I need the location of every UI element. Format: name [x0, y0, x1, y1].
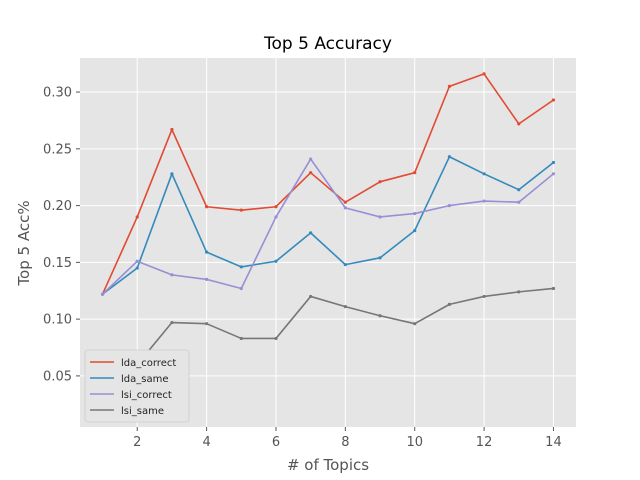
x-tick-label: 12 [476, 435, 493, 450]
data-point-lsi_same [551, 286, 556, 291]
data-point-lsi_same [482, 294, 486, 299]
data-point-lda_same [517, 188, 521, 192]
data-point-lda_same [205, 250, 209, 254]
x-tick-label: 8 [341, 435, 349, 450]
data-point-lsi_same [170, 320, 174, 325]
data-point-lda_same [309, 231, 313, 235]
data-point-lsi_correct [239, 286, 243, 291]
data-point-lsi_correct [413, 211, 417, 216]
legend-label: lsi_same [121, 406, 164, 417]
series-line-lda_same [102, 155, 554, 295]
data-point-lda_correct [170, 127, 174, 132]
data-point-lsi_same [447, 302, 451, 306]
data-point-lda_same [413, 228, 417, 233]
data-point-lda_correct [274, 205, 278, 209]
data-point-lda_correct [447, 84, 451, 88]
data-point-lsi_correct [205, 277, 209, 281]
data-point-lsi_same [517, 290, 521, 294]
y-tick-label: 0.30 [43, 86, 72, 101]
data-point-lsi_correct [447, 204, 451, 208]
x-axis-label: # of Topics [287, 456, 369, 474]
y-tick-label: 0.25 [43, 142, 72, 157]
data-point-lsi_same [413, 322, 417, 326]
data-point-lda_same [378, 256, 382, 260]
data-point-lda_correct [551, 98, 556, 102]
data-point-lda_correct [378, 180, 382, 184]
y-axis-ticks: 0.05 0.10 0.15 0.20 0.25 0.30 [43, 86, 80, 384]
x-tick-label: 2 [133, 435, 141, 450]
legend-label: lsi_correct [121, 390, 172, 401]
data-point-lsi_correct [378, 215, 382, 219]
data-point-lda_same [551, 160, 556, 165]
series-line-lda_correct [101, 73, 554, 295]
data-point-lsi_correct [517, 200, 521, 204]
legend: lda_correct lda_same lsi_correct lsi_same [84, 349, 190, 423]
y-tick-label: 0.15 [43, 256, 72, 271]
data-point-lsi_same [343, 305, 347, 309]
legend-label: lda_same [121, 374, 169, 385]
data-point-lsi_same [309, 294, 313, 299]
data-point-lda_same [447, 155, 451, 159]
data-point-lsi_correct [482, 199, 486, 203]
data-point-lsi_correct [135, 259, 139, 263]
data-point-lda_correct [135, 215, 139, 219]
y-tick-label: 0.20 [43, 199, 72, 214]
data-point-lda_correct [343, 200, 347, 204]
legend-label: lda_correct [121, 358, 176, 369]
x-tick-label: 6 [272, 435, 280, 450]
data-point-lsi_same [239, 336, 243, 341]
data-point-lsi_correct [551, 172, 556, 176]
data-point-lsi_same [274, 336, 278, 341]
data-point-lda_correct [482, 72, 486, 76]
data-point-lda_correct [517, 122, 521, 126]
series-line-lsi_correct [101, 158, 554, 295]
legend-box [84, 349, 190, 423]
data-point-lda_correct [309, 171, 313, 175]
data-point-lda_correct [413, 171, 417, 175]
data-point-lsi_same [205, 322, 209, 326]
x-tick-label: 4 [202, 435, 210, 450]
data-point-lsi_correct [343, 206, 347, 210]
data-point-lsi_correct [309, 157, 313, 161]
data-point-lsi_correct [100, 292, 105, 296]
y-tick-label: 0.10 [43, 313, 72, 328]
data-point-lda_same [239, 265, 243, 269]
series-line-lsi_same [101, 287, 554, 420]
data-point-lsi_correct [170, 273, 174, 277]
chart-title: Top 5 Accuracy [263, 34, 392, 54]
data-point-lda_correct [205, 205, 209, 209]
data-point-lsi_correct [274, 215, 278, 219]
data-point-lda_same [170, 172, 174, 176]
x-tick-label: 14 [545, 435, 562, 450]
series-layer [100, 72, 556, 421]
data-point-lsi_same [378, 314, 382, 318]
data-point-lda_same [482, 172, 486, 176]
y-axis-label: Top 5 Acc% [15, 200, 33, 286]
x-axis-ticks: 2 4 6 8 10 12 14 [133, 427, 562, 450]
data-point-lda_same [274, 259, 278, 263]
data-point-lda_same [343, 263, 347, 267]
x-tick-label: 10 [406, 435, 423, 450]
y-tick-label: 0.05 [43, 369, 72, 384]
data-point-lda_same [135, 266, 139, 270]
data-point-lda_correct [239, 208, 243, 212]
